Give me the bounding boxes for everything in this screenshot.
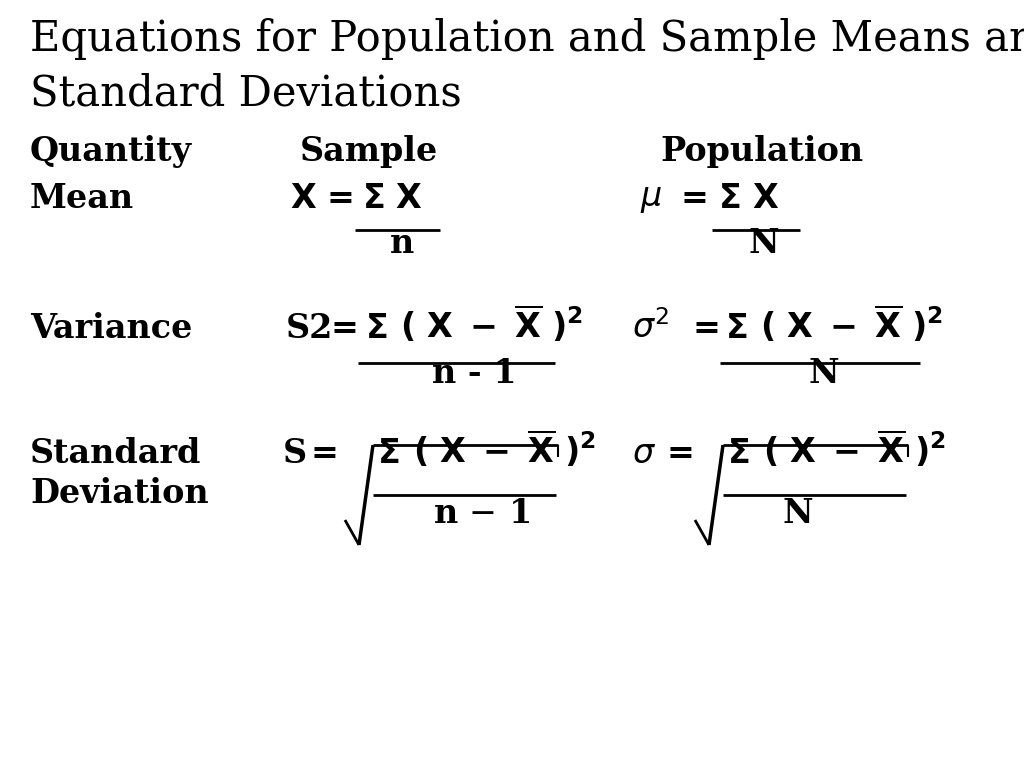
Text: =: = <box>327 182 355 215</box>
Text: $\mu$: $\mu$ <box>640 182 663 215</box>
Text: N: N <box>748 227 778 260</box>
Text: $\mathbf{\Sigma}$: $\mathbf{\Sigma}$ <box>718 183 740 215</box>
Text: $\mathbf{(\ X\ -\ \overline{X}\ )^2}$: $\mathbf{(\ X\ -\ \overline{X}\ )^2}$ <box>760 304 943 345</box>
Text: $\mathbf{(\ X\ -\ \overline{X}\ )^2}$: $\mathbf{(\ X\ -\ \overline{X}\ )^2}$ <box>413 429 596 470</box>
Text: $\mathbf{\Sigma}$: $\mathbf{\Sigma}$ <box>362 183 384 215</box>
Text: $\mathbf{(\ X\ -\ \overline{X}\ )^2}$: $\mathbf{(\ X\ -\ \overline{X}\ )^2}$ <box>400 304 583 345</box>
Text: S: S <box>283 437 307 470</box>
Text: n $-$ 1: n $-$ 1 <box>433 497 530 530</box>
Text: $\mathbf{(\ X\ -\ \overline{X}\ )^2}$: $\mathbf{(\ X\ -\ \overline{X}\ )^2}$ <box>763 429 946 470</box>
Text: $\mathbf{\Sigma}$: $\mathbf{\Sigma}$ <box>727 438 750 470</box>
Text: $\mathbf{X}$: $\mathbf{X}$ <box>752 183 779 215</box>
Text: Standard: Standard <box>30 437 202 470</box>
Text: $\sigma$: $\sigma$ <box>632 437 656 470</box>
Text: Mean: Mean <box>30 182 134 215</box>
Text: =: = <box>680 182 708 215</box>
Text: $\mathbf{\Sigma}$: $\mathbf{\Sigma}$ <box>365 313 387 345</box>
Text: S2: S2 <box>286 312 334 345</box>
Text: Sample: Sample <box>300 135 438 168</box>
Text: n - 1: n - 1 <box>432 357 517 390</box>
Text: $\mathbf{X}$: $\mathbf{X}$ <box>290 183 317 215</box>
Text: =: = <box>330 312 357 345</box>
Text: Population: Population <box>660 135 863 168</box>
Text: N: N <box>808 357 839 390</box>
Text: $\mathbf{\Sigma}$: $\mathbf{\Sigma}$ <box>725 313 748 345</box>
Text: Equations for Population and Sample Means and: Equations for Population and Sample Mean… <box>30 18 1024 60</box>
Text: Deviation: Deviation <box>30 477 209 510</box>
Text: =: = <box>667 437 695 470</box>
Text: Quantity: Quantity <box>30 135 193 168</box>
Text: N: N <box>782 497 813 530</box>
Text: =: = <box>310 437 338 470</box>
Text: =: = <box>693 312 721 345</box>
Text: Variance: Variance <box>30 312 193 345</box>
Text: Standard Deviations: Standard Deviations <box>30 73 462 115</box>
Text: $\mathbf{\Sigma}$: $\mathbf{\Sigma}$ <box>377 438 399 470</box>
Text: n: n <box>390 227 415 260</box>
Text: $\sigma^2$: $\sigma^2$ <box>632 310 670 345</box>
Text: $\mathbf{X}$: $\mathbf{X}$ <box>395 183 422 215</box>
